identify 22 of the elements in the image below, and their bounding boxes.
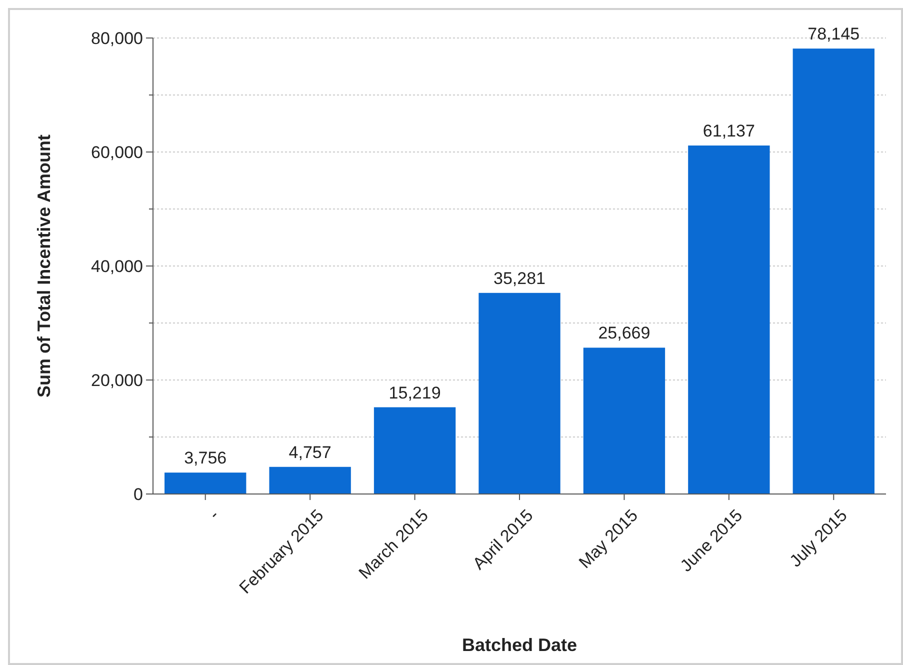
bar <box>688 146 770 494</box>
x-tick-label: - <box>205 506 223 524</box>
bar <box>374 407 456 494</box>
y-tick-label: 80,000 <box>91 28 143 48</box>
bar <box>478 292 560 494</box>
y-axis-title: Sum of Total Incentive Amount <box>34 134 54 398</box>
bar <box>792 48 874 494</box>
x-axis-title: Batched Date <box>462 635 578 655</box>
data-label: 15,219 <box>388 383 441 402</box>
y-tick-label: 40,000 <box>91 256 143 276</box>
y-tick-label: 20,000 <box>91 370 143 390</box>
data-label: 61,137 <box>702 122 755 141</box>
y-tick-label: 0 <box>134 484 143 504</box>
data-label: 78,145 <box>808 24 860 44</box>
y-tick-label: 60,000 <box>91 142 143 162</box>
bar <box>269 466 351 494</box>
data-label: 4,757 <box>288 442 332 462</box>
data-label: 3,756 <box>184 448 227 468</box>
data-label: 35,281 <box>494 268 546 288</box>
bar <box>583 348 666 494</box>
bar <box>164 472 246 494</box>
data-label: 25,669 <box>598 324 650 343</box>
